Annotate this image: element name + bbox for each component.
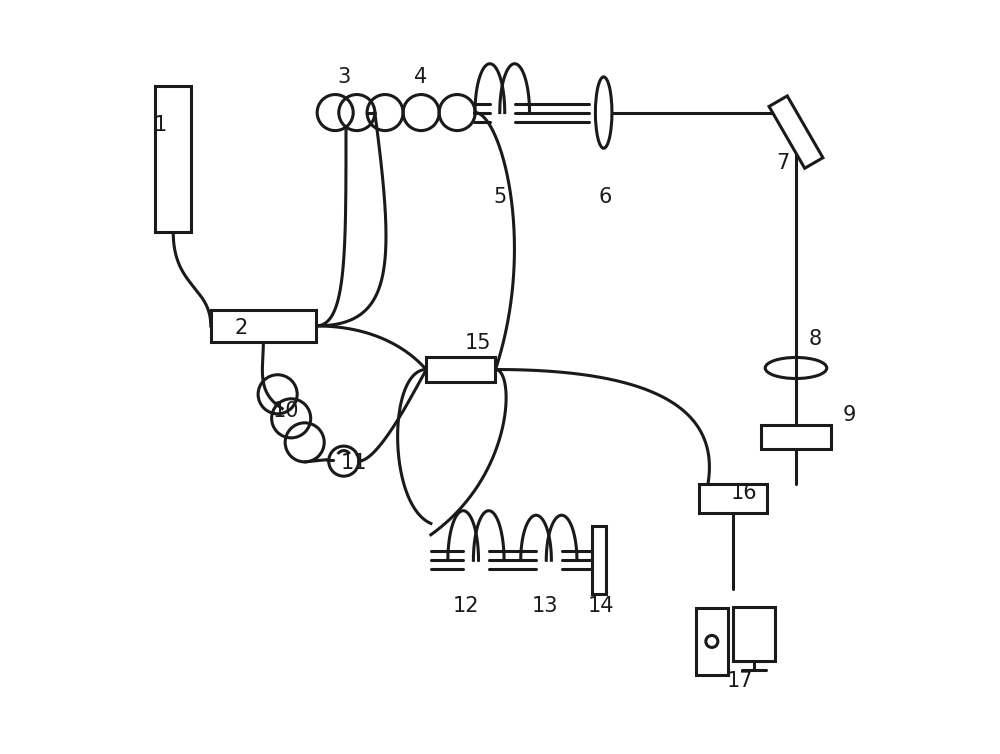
Bar	[761, 425, 831, 449]
Text: 14: 14	[588, 596, 615, 616]
Text: 12: 12	[453, 596, 479, 616]
Text: 13: 13	[532, 596, 558, 616]
Bar	[592, 526, 606, 594]
Bar	[426, 357, 495, 382]
Text: 11: 11	[340, 453, 367, 474]
Text: 9: 9	[843, 405, 856, 425]
Bar	[155, 86, 191, 232]
Bar	[696, 608, 728, 676]
Text: 16: 16	[731, 483, 757, 504]
Text: 4: 4	[414, 66, 428, 87]
Text: 7: 7	[776, 153, 789, 173]
Bar	[211, 310, 316, 342]
Text: 10: 10	[273, 401, 299, 421]
Text: 15: 15	[464, 333, 491, 353]
Bar	[733, 607, 775, 661]
Text: 17: 17	[727, 671, 754, 691]
Bar	[699, 484, 767, 513]
Text: 1: 1	[154, 115, 167, 135]
Text: 3: 3	[337, 66, 350, 87]
Text: 6: 6	[598, 187, 612, 207]
Bar	[769, 96, 823, 168]
Text: 2: 2	[234, 318, 247, 339]
Text: 8: 8	[809, 329, 822, 349]
Text: 5: 5	[493, 187, 507, 207]
